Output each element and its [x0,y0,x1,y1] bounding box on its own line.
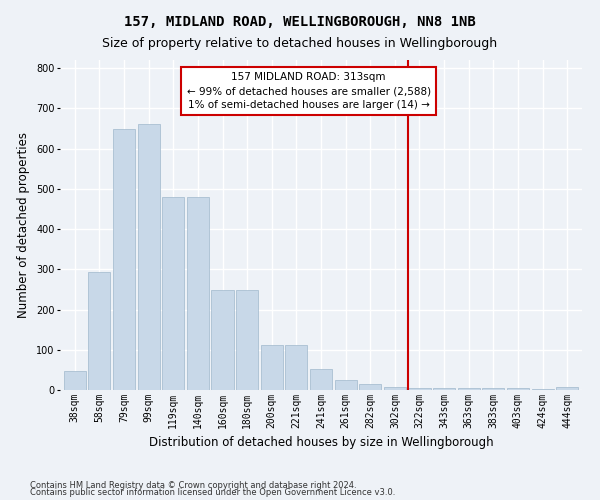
Bar [458,388,480,390]
Bar [113,129,135,390]
Text: Contains public sector information licensed under the Open Government Licence v3: Contains public sector information licen… [30,488,395,497]
Text: 157, MIDLAND ROAD, WELLINGBOROUGH, NN8 1NB: 157, MIDLAND ROAD, WELLINGBOROUGH, NN8 1… [124,15,476,29]
Bar [335,380,357,390]
Y-axis label: Number of detached properties: Number of detached properties [17,132,31,318]
Text: 157 MIDLAND ROAD: 313sqm
← 99% of detached houses are smaller (2,588)
1% of semi: 157 MIDLAND ROAD: 313sqm ← 99% of detach… [187,72,431,110]
Bar [409,388,431,390]
Bar [260,344,283,390]
Bar [384,387,406,390]
Bar [482,388,505,390]
Bar [285,344,307,390]
Text: Size of property relative to detached houses in Wellingborough: Size of property relative to detached ho… [103,38,497,51]
Bar [88,272,110,390]
Bar [236,290,258,390]
Bar [137,124,160,390]
Text: Contains HM Land Registry data © Crown copyright and database right 2024.: Contains HM Land Registry data © Crown c… [30,480,356,490]
Bar [359,384,382,390]
Bar [507,388,529,390]
Bar [433,388,455,390]
Bar [162,197,184,390]
X-axis label: Distribution of detached houses by size in Wellingborough: Distribution of detached houses by size … [149,436,493,450]
Bar [310,369,332,390]
Bar [211,290,233,390]
Bar [187,197,209,390]
Bar [64,372,86,390]
Bar [556,387,578,390]
Bar [532,389,554,390]
